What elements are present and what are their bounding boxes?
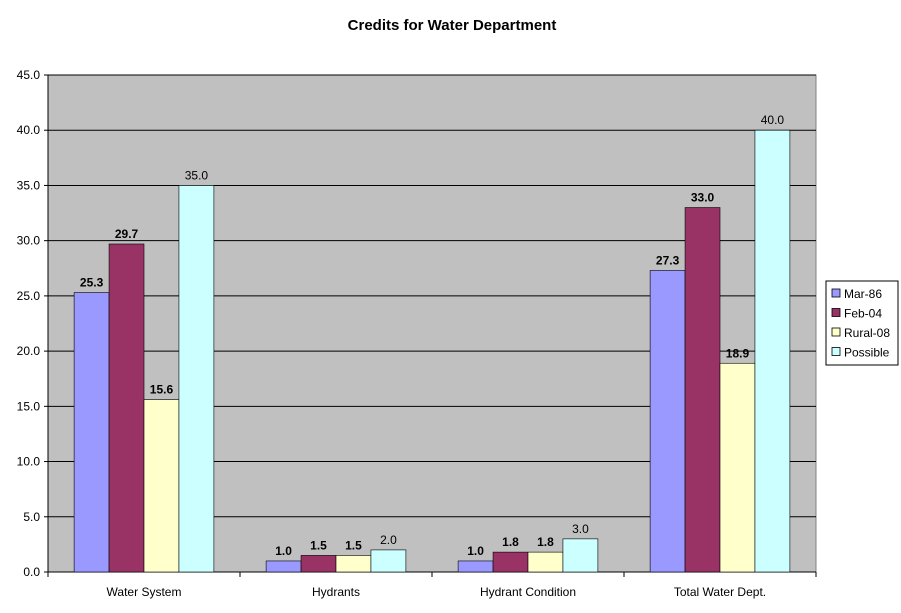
- bar: [108, 243, 145, 573]
- legend-swatch: [831, 347, 841, 356]
- bar: [754, 129, 791, 573]
- data-label: 33.0: [691, 191, 715, 205]
- data-label: 1.8: [537, 535, 554, 549]
- data-label: 27.3: [656, 253, 680, 267]
- data-label: 1.8: [502, 535, 519, 549]
- bar: [335, 555, 372, 573]
- y-tick-label: 30.0: [17, 234, 41, 248]
- legend: Mar-86 Feb-04 Rural-08 Possible: [825, 280, 899, 366]
- plot-area: 0.0 5.0 10.0 15.0 20.0 25.0 30.0 35.0 40.0 45.0 Wa…: [17, 68, 817, 599]
- data-label: 40.0: [761, 113, 785, 127]
- bar: [492, 551, 529, 573]
- data-label: 25.3: [80, 276, 104, 290]
- bar: [527, 551, 564, 573]
- bar: [73, 292, 110, 573]
- x-category-label: Hydrant Condition: [480, 585, 576, 599]
- bar: [178, 185, 215, 573]
- data-label: 3.0: [572, 522, 589, 536]
- data-label: 35.0: [185, 168, 209, 182]
- y-tick-label: 25.0: [17, 289, 41, 303]
- legend-entry: Mar-86: [844, 287, 882, 301]
- data-label: 29.7: [115, 227, 139, 241]
- data-label: 1.0: [467, 544, 484, 558]
- bar: [300, 555, 337, 573]
- data-label: 2.0: [380, 533, 397, 547]
- x-category-label: Water System: [107, 585, 182, 599]
- data-label: 15.6: [150, 383, 174, 397]
- bar: [457, 560, 494, 573]
- chart-title: Credits for Water Department: [348, 17, 557, 34]
- data-label: 1.0: [275, 544, 292, 558]
- y-tick-label: 20.0: [17, 344, 41, 358]
- legend-swatch: [831, 288, 841, 298]
- legend-entry: Possible: [844, 346, 890, 360]
- legend-entry: Feb-04: [844, 307, 882, 321]
- y-tick-label: 10.0: [17, 455, 41, 469]
- x-category-label: Hydrants: [312, 585, 360, 599]
- legend-swatch: [831, 308, 841, 317]
- bar: [143, 399, 180, 573]
- y-tick-label: 0.0: [23, 565, 40, 579]
- y-tick-label: 5.0: [23, 510, 40, 524]
- bar: [370, 549, 407, 573]
- bar: [684, 207, 721, 573]
- x-category-label: Total Water Dept.: [674, 585, 766, 599]
- y-tick-label: 45.0: [17, 68, 41, 82]
- bar: [649, 270, 686, 573]
- legend-swatch: [831, 327, 841, 337]
- bar: [562, 538, 599, 573]
- data-label: 18.9: [726, 346, 750, 360]
- legend-entry: Rural-08: [844, 326, 890, 340]
- bar: [265, 560, 302, 573]
- bar: [719, 362, 756, 573]
- y-tick-label: 35.0: [17, 178, 41, 192]
- y-tick-label: 15.0: [17, 399, 41, 413]
- y-tick-label: 40.0: [17, 123, 41, 137]
- data-label: 1.5: [345, 538, 362, 552]
- data-label: 1.5: [310, 538, 327, 552]
